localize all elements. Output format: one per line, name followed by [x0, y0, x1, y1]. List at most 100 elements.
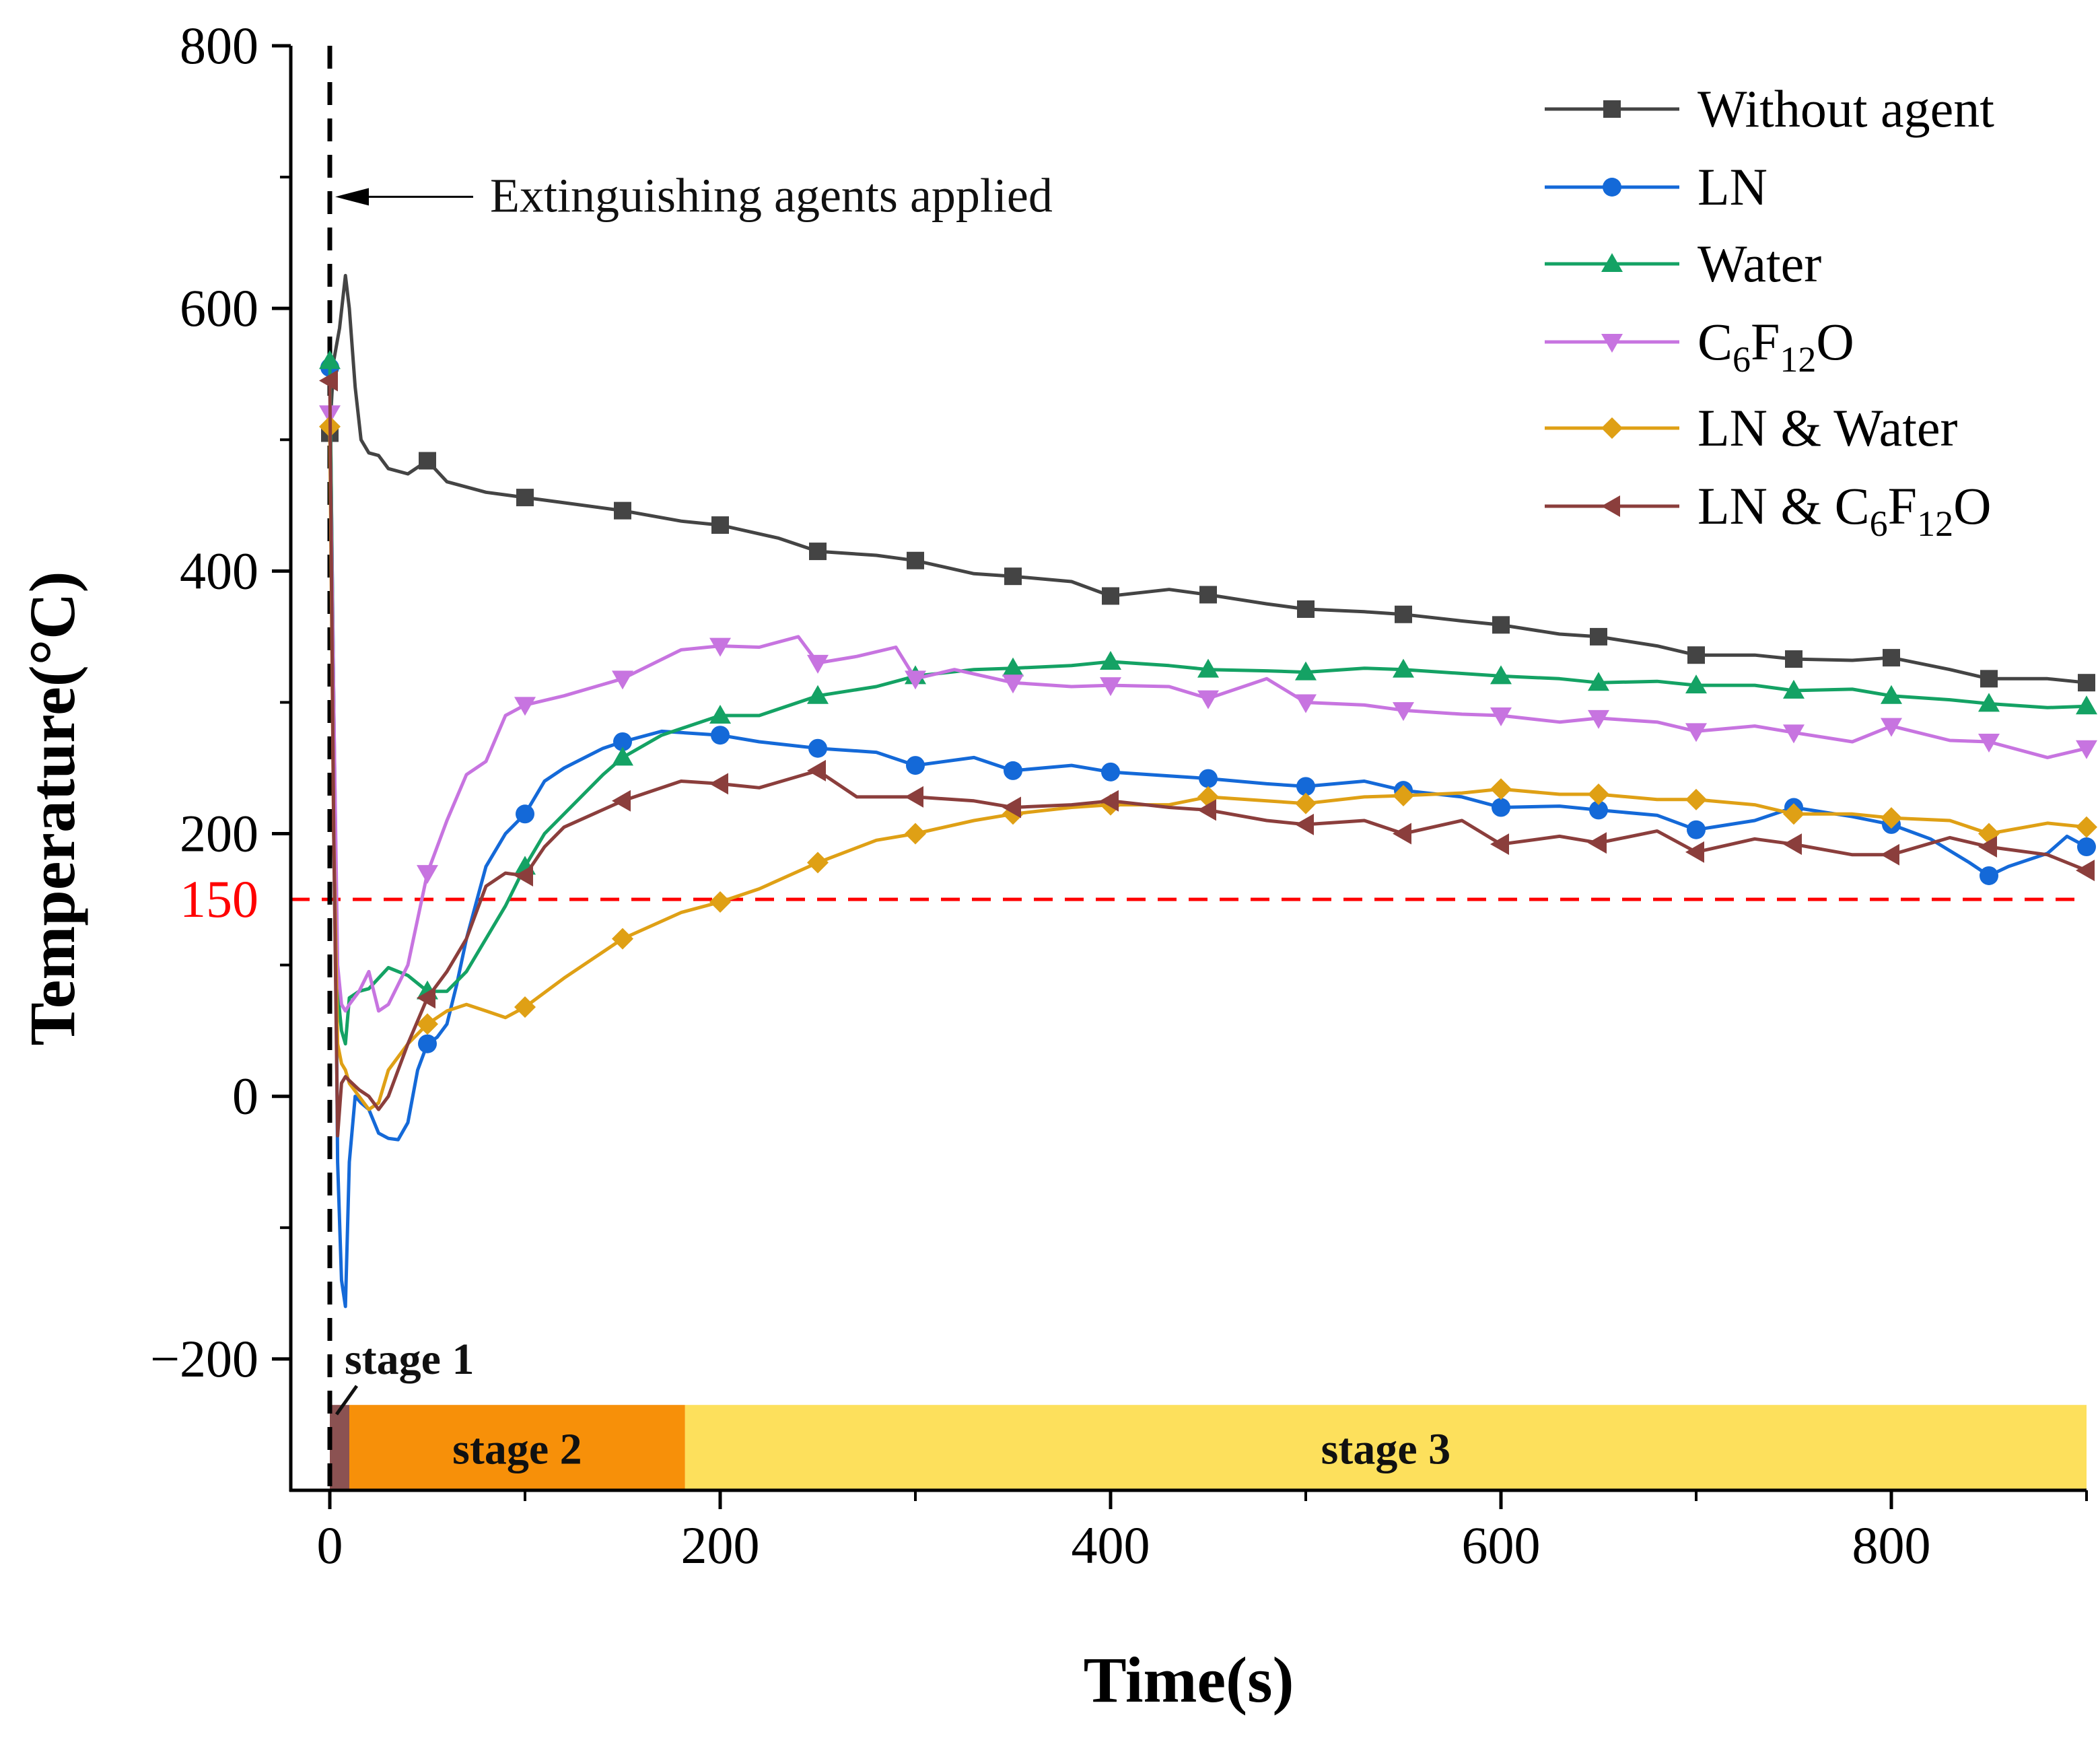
- series-1: [321, 273, 2095, 692]
- legend-label-5: LN & Water: [1698, 398, 1958, 457]
- series-6-point-7: [905, 786, 923, 808]
- legend-marker-3: [1601, 253, 1623, 272]
- series-layer: [319, 273, 2097, 1309]
- series-2-point-4: [613, 732, 632, 751]
- annotation-arrow-head: [335, 188, 369, 206]
- series-5-point-19: [2076, 816, 2097, 838]
- series-3-point-13: [1490, 665, 1512, 685]
- series-2-point-2: [418, 1034, 437, 1053]
- series-5-point-5: [709, 891, 731, 913]
- series-6-point-17: [1881, 843, 1899, 866]
- series-6-point-16: [1783, 833, 1802, 856]
- legend-label-4-part-1: C: [1698, 312, 1733, 371]
- series-6: [319, 370, 2095, 1138]
- series-1-point-10: [1199, 586, 1217, 604]
- legend-item-1: Without agent: [1545, 79, 1994, 138]
- series-2-point-19: [2077, 837, 2096, 857]
- series-6-point-6: [807, 759, 826, 781]
- legend-label-4-part-4: 12: [1780, 339, 1816, 380]
- series-6-point-11: [1295, 813, 1314, 835]
- series-2-point-6: [808, 738, 827, 758]
- series-2-point-10: [1199, 769, 1218, 788]
- series-3: [319, 350, 2097, 1046]
- series-1-point-4: [614, 501, 631, 520]
- axes: −200 0 200 400 600 800 150 0 200 400 600 800 Time(s)…: [16, 16, 2088, 1716]
- series-6-point-18: [1978, 836, 1997, 858]
- legend-label-6-part-4: 12: [1917, 503, 1953, 544]
- series-6-point-9: [1100, 790, 1119, 812]
- series-3-point-16: [1783, 679, 1805, 699]
- legend-marker-5: [1601, 417, 1623, 439]
- legend-item-5: LN & Water: [1545, 398, 1958, 457]
- series-3-point-12: [1393, 658, 1414, 678]
- series-4-point-13: [1490, 707, 1512, 726]
- series-3-point-1: [319, 350, 341, 370]
- series-5-point-3: [514, 996, 536, 1018]
- series-1-point-2: [419, 452, 436, 470]
- series-1-point-11: [1297, 600, 1315, 618]
- series-1-point-9: [1102, 587, 1119, 605]
- series-2-point-15: [1687, 820, 1706, 839]
- stage-bands: stage 1 stage 2 stage 3: [330, 1335, 2087, 1490]
- series-5-point-6: [807, 851, 829, 874]
- y-tick-label-5: 600: [180, 279, 258, 337]
- series-4: [319, 405, 2097, 1013]
- y-tick-label-6: 800: [180, 16, 258, 75]
- series-4-point-2: [417, 865, 438, 884]
- legend-label-3-part-1: Water: [1698, 234, 1821, 293]
- series-2-point-7: [906, 756, 925, 775]
- series-1-point-8: [1004, 567, 1022, 586]
- series-line-3: [328, 359, 2089, 1046]
- series-6-point-12: [1393, 823, 1411, 845]
- series-6-point-15: [1685, 841, 1704, 863]
- series-4-point-6: [807, 654, 829, 674]
- series-1-point-12: [1395, 605, 1412, 623]
- series-6-point-10: [1197, 799, 1216, 821]
- series-5-point-16: [1783, 803, 1805, 825]
- x-axis-title: Time(s): [1084, 1644, 1294, 1716]
- legend-label-2-part-1: LN: [1698, 158, 1768, 216]
- stage-label-1: stage 1: [345, 1335, 474, 1384]
- legend-label-6: LN & C6F12O: [1698, 477, 1991, 544]
- series-1-point-19: [2078, 674, 2095, 692]
- legend-label-3: Water: [1698, 234, 1821, 293]
- x-tick-label-1: 0: [317, 1516, 343, 1574]
- legend-marker-4: [1601, 334, 1623, 353]
- series-line-4: [328, 411, 2089, 1013]
- stage-band-2: [349, 1405, 685, 1490]
- legend-marker-2: [1603, 178, 1621, 197]
- series-3-point-11: [1295, 661, 1317, 681]
- stage-label-3: stage 3: [1321, 1425, 1450, 1474]
- legend-label-6-part-2: 6: [1870, 503, 1888, 544]
- x-tick-label-2: 200: [681, 1516, 760, 1574]
- y-tick-label-3: 200: [180, 804, 258, 863]
- legend-marker-6: [1601, 495, 1620, 517]
- series-3-point-5: [709, 704, 731, 724]
- series-2-point-3: [516, 804, 534, 824]
- series-4-point-3: [514, 697, 536, 716]
- series-4-point-19: [2076, 740, 2097, 759]
- series-4-point-9: [1100, 677, 1121, 697]
- x-tick-label-4: 600: [1462, 1516, 1541, 1574]
- series-1-point-17: [1883, 649, 1900, 667]
- legend-label-6-part-1: LN & C: [1698, 477, 1870, 535]
- legend-item-2: LN: [1545, 158, 1768, 216]
- legend-label-4-part-5: O: [1816, 312, 1854, 371]
- series-2-point-9: [1101, 762, 1120, 781]
- series-4-point-12: [1393, 702, 1414, 722]
- legend-label-1-part-1: Without agent: [1698, 79, 1994, 138]
- annotation-text: Extinguishing agents applied: [490, 168, 1053, 222]
- series-line-1: [328, 273, 2089, 685]
- series-6-point-3: [514, 864, 533, 887]
- x-tick-label-3: 400: [1072, 1516, 1150, 1574]
- series-1-point-15: [1687, 646, 1705, 664]
- x-tick-label-5: 800: [1852, 1516, 1931, 1574]
- legend-label-1: Without agent: [1698, 79, 1994, 138]
- stage-1-pointer: [335, 1385, 359, 1416]
- series-2-point-13: [1492, 798, 1510, 817]
- series-5-point-7: [905, 823, 926, 845]
- series-4-point-16: [1783, 724, 1805, 744]
- series-4-point-10: [1197, 690, 1219, 709]
